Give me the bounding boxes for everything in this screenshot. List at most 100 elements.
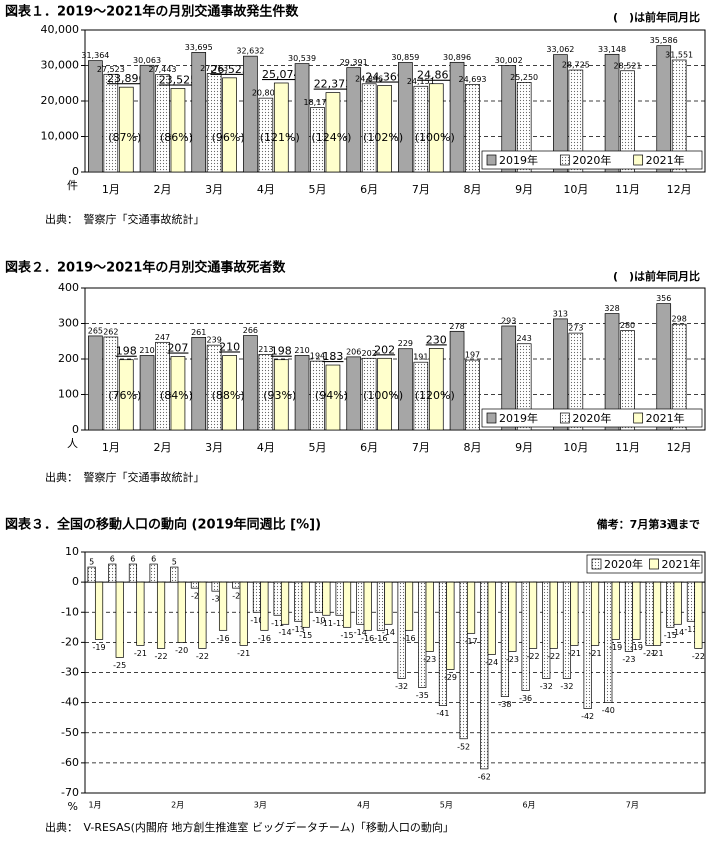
bar [325, 364, 341, 431]
y-tick-label: 10 [65, 545, 79, 558]
data-label: 183 [322, 350, 343, 363]
legend-label: 2020年 [572, 411, 611, 425]
data-label: -21 [589, 649, 602, 658]
data-label: 27,763 [200, 64, 228, 73]
data-label: -22 [196, 652, 209, 661]
bar [361, 83, 377, 173]
x-tick-label: 7月 [412, 441, 430, 454]
bar [645, 581, 654, 646]
x-tick-label: 6月 [360, 183, 378, 196]
data-label: 207 [167, 342, 188, 355]
data-label: -21 [643, 649, 656, 658]
bar [446, 581, 455, 670]
bar [155, 341, 170, 431]
data-label: 247 [155, 333, 170, 342]
chart-title: 図表１．2019～2021年の月別交通事故発生件数 [5, 4, 299, 20]
data-label: -17 [465, 637, 478, 646]
x-tick-label: 4月 [257, 183, 275, 196]
data-label: 261 [191, 328, 206, 337]
legend-label: 2019年 [499, 153, 538, 167]
bar [528, 581, 538, 649]
legend-box [481, 408, 703, 428]
data-label: 23,525 [159, 73, 198, 86]
data-label: 24,693 [459, 75, 487, 84]
data-label: -32 [560, 682, 573, 691]
data-label: -16 [258, 634, 271, 643]
bar [356, 581, 365, 625]
bar [487, 581, 496, 655]
data-label: -3 [212, 595, 220, 604]
bar [652, 581, 662, 646]
bar [222, 77, 237, 173]
legend-swatch [559, 154, 570, 166]
bar [139, 64, 155, 173]
x-tick-label: 9月 [515, 441, 533, 454]
data-label: -16 [374, 634, 387, 643]
legend-swatch [649, 558, 659, 570]
bar [335, 581, 344, 616]
legend-label: 2021年 [662, 557, 701, 571]
data-label: 194 [310, 352, 325, 361]
bar [568, 332, 584, 431]
data-label: 30,896 [443, 53, 471, 62]
x-tick-label: 12月 [667, 183, 692, 196]
data-label: -38 [498, 700, 511, 709]
bar [258, 354, 274, 431]
legend-swatch [559, 412, 570, 424]
bar [211, 581, 220, 592]
bar [553, 54, 568, 173]
y-tick-label: 10,000 [41, 130, 80, 143]
y-tick-label: -70 [61, 786, 79, 799]
bar [294, 63, 310, 173]
bar [418, 581, 427, 688]
data-label: 30,859 [391, 53, 419, 62]
bar [170, 356, 186, 431]
bar [465, 359, 480, 431]
x-tick-label: 7月 [626, 801, 639, 810]
data-label: 24,846 [355, 74, 383, 83]
bar [88, 60, 103, 173]
bar [604, 313, 620, 431]
data-label: 198 [271, 345, 292, 358]
bar [342, 581, 352, 628]
note: ( )は前年同月比 [613, 10, 700, 24]
data-label: -14 [382, 628, 395, 637]
ratio-label: (100%) [363, 389, 403, 402]
y-tick-label: 400 [58, 281, 79, 294]
bar [155, 74, 170, 173]
data-label: 210 [139, 346, 154, 355]
data-label: 23,896 [107, 72, 146, 85]
legend-box [586, 554, 703, 574]
data-label: 210 [219, 340, 240, 353]
legend-swatch [486, 154, 497, 166]
data-label: -11 [320, 619, 333, 628]
data-label: 25,074 [262, 68, 301, 81]
bar [542, 581, 551, 679]
bar [459, 581, 468, 740]
bar [553, 318, 568, 431]
bar [108, 563, 117, 583]
bar [170, 88, 186, 173]
bar [549, 581, 558, 649]
bar [88, 335, 103, 431]
data-label: -24 [485, 658, 498, 667]
data-label: -23 [506, 655, 519, 664]
data-label: 27,523 [97, 65, 125, 74]
data-label: 24,867 [417, 69, 456, 82]
data-label: 280 [620, 321, 635, 330]
bar [501, 325, 517, 431]
bar [611, 581, 620, 640]
bar [516, 343, 532, 431]
data-label: -15 [299, 631, 312, 640]
y-tick-label: 30,000 [41, 59, 80, 72]
bar [465, 83, 480, 173]
bar [590, 581, 600, 646]
data-label: -15 [341, 631, 354, 640]
bar [398, 348, 413, 431]
bar [377, 85, 392, 173]
bar [136, 581, 145, 646]
data-label: 273 [568, 324, 583, 333]
legend-label: 2021年 [646, 411, 685, 425]
x-tick-label: 1月 [88, 801, 101, 810]
data-label: -13 [684, 625, 697, 634]
